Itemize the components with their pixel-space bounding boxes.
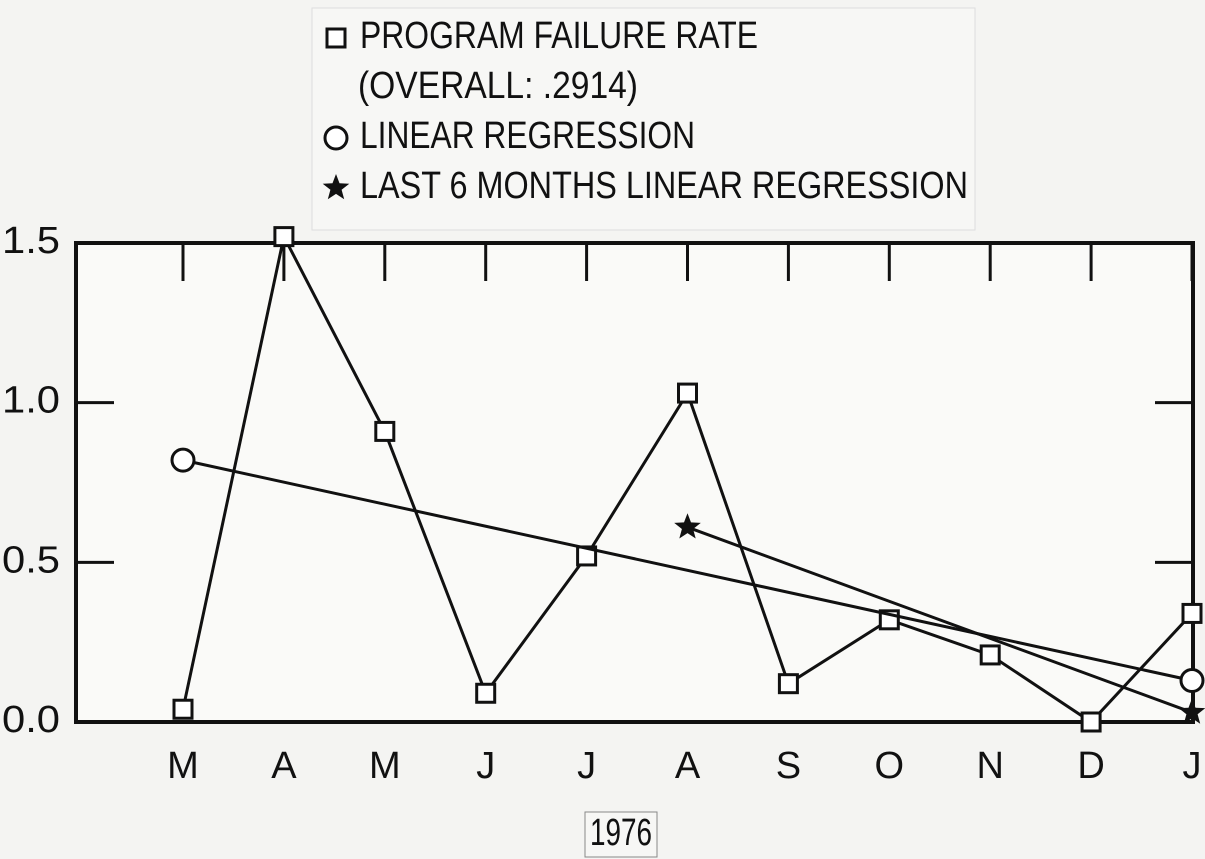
y-tick-label: 1.5 bbox=[2, 220, 60, 262]
marker-square bbox=[1080, 711, 1102, 733]
annotation: (OVERALL: .2914) bbox=[358, 65, 638, 107]
marker-star bbox=[322, 174, 350, 200]
legend-label: LINEAR REGRESSION bbox=[360, 115, 695, 157]
marker-star bbox=[1178, 698, 1205, 724]
x-tick-label: M bbox=[369, 745, 401, 787]
year-box bbox=[584, 811, 658, 858]
x-tick-label: O bbox=[875, 745, 905, 787]
marker-square bbox=[677, 382, 698, 404]
y-tick-label: 1.0 bbox=[2, 380, 60, 422]
marker-square bbox=[273, 226, 295, 248]
marker-square bbox=[374, 420, 396, 442]
legend-box bbox=[311, 7, 976, 231]
x-tick-label: A bbox=[675, 745, 701, 787]
y-tick-label: 0.5 bbox=[2, 539, 60, 581]
x-axis-label: 1976 bbox=[590, 812, 652, 854]
marker-square bbox=[979, 644, 1001, 666]
x-tick-label: A bbox=[271, 745, 297, 787]
x-tick-label: D bbox=[1077, 745, 1104, 787]
legend-label: PROGRAM FAILURE RATE bbox=[360, 15, 758, 57]
x-tick-label: M bbox=[167, 745, 199, 787]
marker-square bbox=[325, 27, 347, 49]
x-tick-label: J bbox=[476, 745, 495, 787]
plot-frame bbox=[74, 241, 1195, 724]
marker-circle bbox=[1179, 667, 1205, 693]
marker-square bbox=[1181, 602, 1203, 624]
series-line bbox=[182, 458, 1193, 682]
marker-circle bbox=[323, 125, 349, 151]
marker-star bbox=[674, 513, 701, 539]
marker-circle bbox=[170, 447, 196, 473]
legend-label: LAST 6 MONTHS LINEAR REGRESSION bbox=[360, 165, 968, 207]
y-tick-label: 0.0 bbox=[2, 699, 60, 741]
marker-square bbox=[475, 682, 497, 704]
series-line bbox=[686, 525, 1193, 714]
x-tick-label: J bbox=[1183, 745, 1202, 787]
x-tick-label: J bbox=[577, 745, 596, 787]
x-tick-label: S bbox=[776, 745, 801, 787]
x-tick-label: N bbox=[976, 745, 1003, 787]
marker-square bbox=[777, 673, 799, 695]
marker-square bbox=[172, 698, 194, 720]
